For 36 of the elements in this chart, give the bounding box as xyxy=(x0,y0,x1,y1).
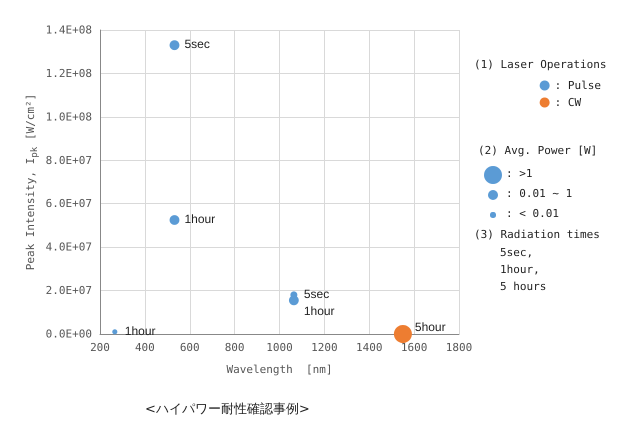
x-tick-label: 1400 xyxy=(356,341,382,354)
y-tick-label: 4.0E+07 xyxy=(46,240,92,254)
x-axis-title: Wavelength [nm] xyxy=(226,363,332,376)
text: : >1 xyxy=(506,167,532,180)
x-tick-label: 600 xyxy=(180,341,200,354)
text: 5sec, xyxy=(500,246,534,259)
y-tick-label: 1.4E+08 xyxy=(46,24,92,36)
x-tick-label: 1600 xyxy=(400,341,428,354)
y-tick-label: 8.0E+07 xyxy=(46,154,92,167)
text: (2) Avg. Power [W] xyxy=(478,144,598,157)
x-tick-label: 1800 xyxy=(446,341,472,354)
annotation: 1hour xyxy=(304,304,335,318)
y-tick-label: 1.2E+08 xyxy=(46,66,92,80)
y-tick-label: 2.0E+07 xyxy=(46,284,92,298)
legend-label: : CW xyxy=(554,96,582,109)
text: (3) Radiation times xyxy=(474,228,600,241)
y-tick-label: 6.0E+07 xyxy=(46,197,92,210)
annotation: 5hour xyxy=(414,320,446,334)
y-tick-label: 1.0E+08 xyxy=(46,110,92,124)
x-tick-label: 800 xyxy=(224,341,245,354)
x-tick-label: 400 xyxy=(134,341,155,354)
x-tick-label: 200 xyxy=(90,341,110,354)
y-tick-label: 0.0E+00 xyxy=(46,328,92,340)
annotation: 5sec xyxy=(304,286,330,301)
legend-title: (1) Laser Operations xyxy=(474,58,606,71)
x-tick-label: 1000 xyxy=(266,341,293,354)
text: 1hour, xyxy=(500,263,540,276)
text: <ハイパワー耐性確認事例> xyxy=(145,401,310,418)
text: 5 hours xyxy=(500,280,546,293)
annotation: 5sec xyxy=(184,37,210,52)
x-tick-label: 1200 xyxy=(311,341,338,354)
annotation: 1hour xyxy=(184,212,216,226)
text: : < 0.01 xyxy=(506,207,559,220)
annotation: 1hour xyxy=(124,324,156,338)
text: : 0.01 ~ 1 xyxy=(506,187,572,200)
legend-label: : Pulse xyxy=(554,79,601,92)
